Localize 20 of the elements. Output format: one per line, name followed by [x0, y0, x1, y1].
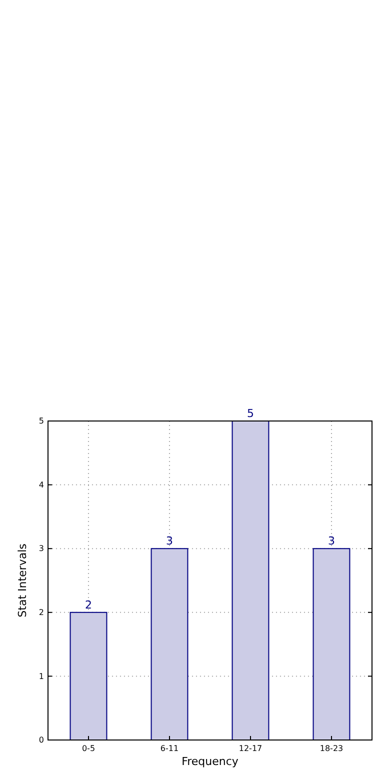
data-label: 3 — [166, 534, 173, 548]
bar — [312, 548, 350, 740]
x-tick-label: 12-17 — [238, 744, 262, 753]
x-tick-label: 0-5 — [82, 744, 96, 753]
x-tick-label: 6-11 — [160, 744, 179, 753]
y-axis-title: Stat Intervals — [16, 543, 29, 618]
bar — [150, 548, 188, 740]
y-tick-label: 4 — [38, 480, 44, 490]
y-tick-label: 3 — [38, 544, 44, 554]
y-tick-label: 1 — [38, 672, 44, 681]
bar — [232, 420, 270, 740]
x-axis-title: Frequency — [182, 755, 239, 768]
data-label: 5 — [247, 407, 254, 420]
y-tick-label: 0 — [38, 736, 44, 745]
x-tick-label: 18-23 — [320, 744, 344, 753]
bar — [70, 612, 108, 740]
data-label: 2 — [85, 598, 92, 612]
y-tick-label: 5 — [38, 416, 44, 426]
data-label: 3 — [328, 534, 335, 548]
y-tick-label: 2 — [38, 608, 44, 617]
